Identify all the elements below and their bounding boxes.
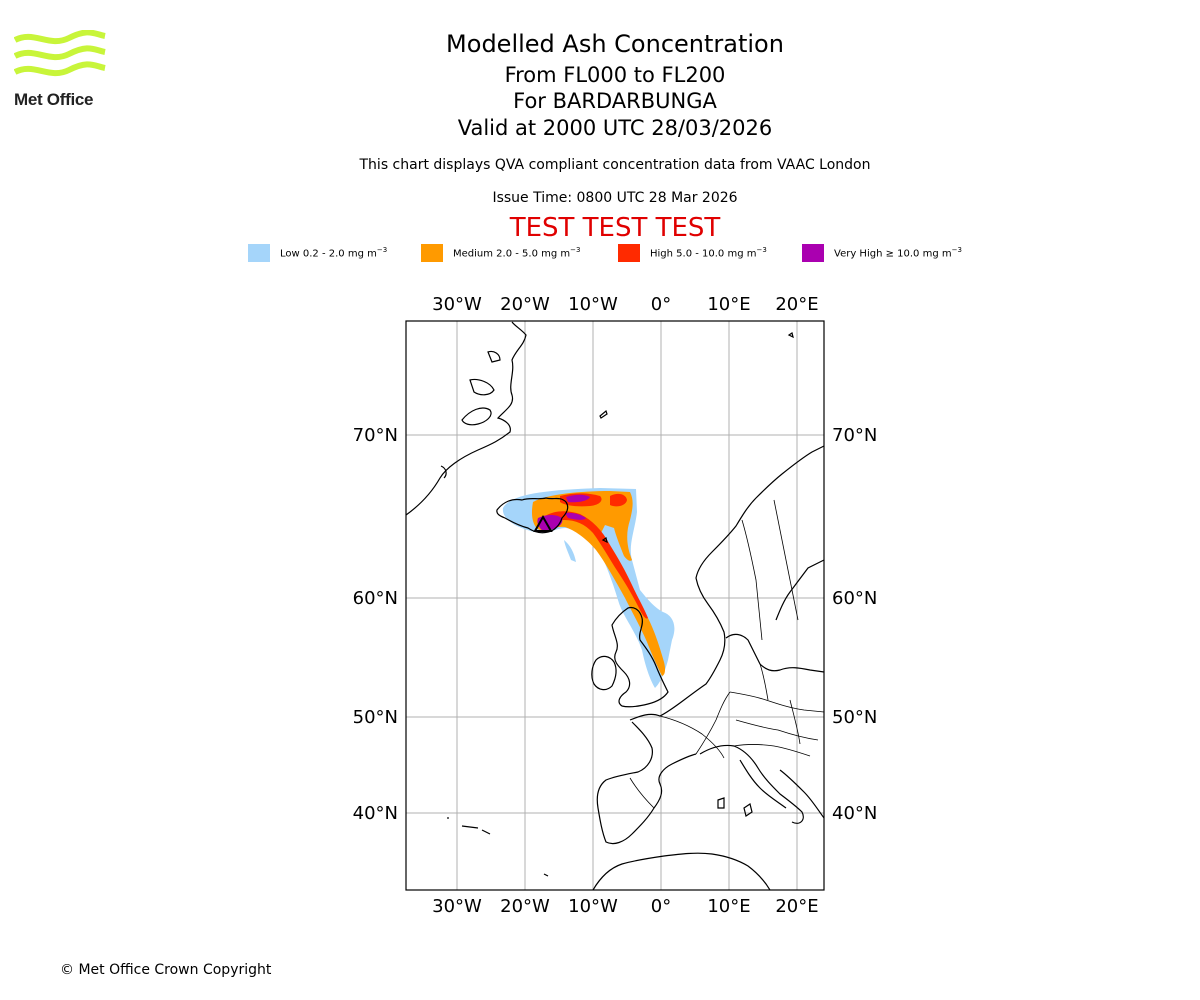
chart-title: Modelled Ash Concentration [446, 30, 784, 58]
legend-item-very-high: Very High ≥ 10.0 mg m−3 [802, 244, 962, 262]
italy-coast [699, 744, 804, 824]
ash-high-band [545, 511, 648, 619]
legend-label-low: Low 0.2 - 2.0 mg m−3 [280, 246, 388, 260]
copyright-notice: © Met Office Crown Copyright [60, 962, 272, 978]
legend-label-medium: Medium 2.0 - 5.0 mg m−3 [453, 246, 581, 260]
north-africa-coast [592, 852, 771, 891]
legend-label-high: High 5.0 - 10.0 mg m−3 [650, 246, 767, 260]
legend-swatch-high [618, 244, 640, 262]
lon-label-bottom: 10°E [707, 896, 750, 917]
lat-label-left: 60°N [353, 588, 398, 609]
lat-labels-left: 70°N 60°N 50°N 40°N [353, 425, 398, 824]
ash-low-patch [564, 540, 576, 562]
europe-coast [629, 445, 825, 721]
lat-label-right: 50°N [832, 707, 877, 728]
lon-label-bottom: 20°E [775, 896, 818, 917]
chart-description: This chart displays QVA compliant concen… [359, 157, 871, 173]
met-office-logo: Met Office [13, 29, 109, 110]
lon-label-top: 10°W [568, 294, 618, 315]
lon-label-bottom: 20°W [500, 896, 550, 917]
legend-item-high: High 5.0 - 10.0 mg m−3 [618, 244, 767, 262]
ash-plume [502, 488, 675, 688]
lon-label-top: 10°E [707, 294, 750, 315]
ash-veryhigh-north [566, 494, 590, 503]
test-banner: TEST TEST TEST [509, 213, 721, 243]
issue-time: Issue Time: 0800 UTC 28 Mar 2026 [492, 190, 738, 206]
map-gridlines [406, 321, 824, 890]
flight-level-range: From FL000 to FL200 [504, 63, 726, 87]
lat-label-right: 40°N [832, 803, 877, 824]
ash-low-area [502, 488, 675, 688]
legend-label-very-high: Very High ≥ 10.0 mg m−3 [834, 246, 962, 260]
volcano-marker-icon [533, 514, 553, 532]
lon-label-top: 0° [651, 294, 671, 315]
ash-medium-area [531, 491, 666, 676]
iberia-coast [596, 721, 697, 845]
lon-label-bottom: 10°W [568, 896, 618, 917]
great-britain-coast [611, 606, 669, 708]
lat-labels-right: 70°N 60°N 50°N 40°N [832, 425, 877, 824]
lat-label-left: 50°N [353, 707, 398, 728]
ireland-coast [591, 655, 617, 691]
legend-item-medium: Medium 2.0 - 5.0 mg m−3 [421, 244, 580, 262]
lon-label-top: 20°E [775, 294, 818, 315]
legend-swatch-medium [421, 244, 443, 262]
map-frame-background [406, 321, 824, 890]
met-office-wordmark: Met Office [14, 90, 94, 109]
lat-label-right: 70°N [832, 425, 877, 446]
lon-label-top: 20°W [500, 294, 550, 315]
lon-label-top: 30°W [432, 294, 482, 315]
ash-veryhigh-band [565, 512, 586, 520]
legend-swatch-very-high [802, 244, 824, 262]
met-office-wave-icon [13, 29, 106, 77]
lon-label-bottom: 30°W [432, 896, 482, 917]
coastlines [405, 321, 825, 891]
lon-labels-top: 30°W 20°W 10°W 0° 10°E 20°E [432, 294, 818, 315]
map-frame [405, 320, 825, 891]
ash-high-patch-east [610, 493, 627, 507]
iceland-coast [496, 497, 569, 534]
volcano-name: For BARDARBUNGA [513, 89, 717, 113]
lat-label-right: 60°N [832, 588, 877, 609]
lat-label-left: 70°N [353, 425, 398, 446]
legend-swatch-low [248, 244, 270, 262]
legend-item-low: Low 0.2 - 2.0 mg m−3 [248, 244, 387, 262]
lat-label-left: 40°N [353, 803, 398, 824]
lon-labels-bottom: 30°W 20°W 10°W 0° 10°E 20°E [432, 896, 818, 917]
lon-label-bottom: 0° [651, 896, 671, 917]
country-borders [629, 499, 825, 809]
valid-time: Valid at 2000 UTC 28/03/2026 [457, 116, 773, 140]
